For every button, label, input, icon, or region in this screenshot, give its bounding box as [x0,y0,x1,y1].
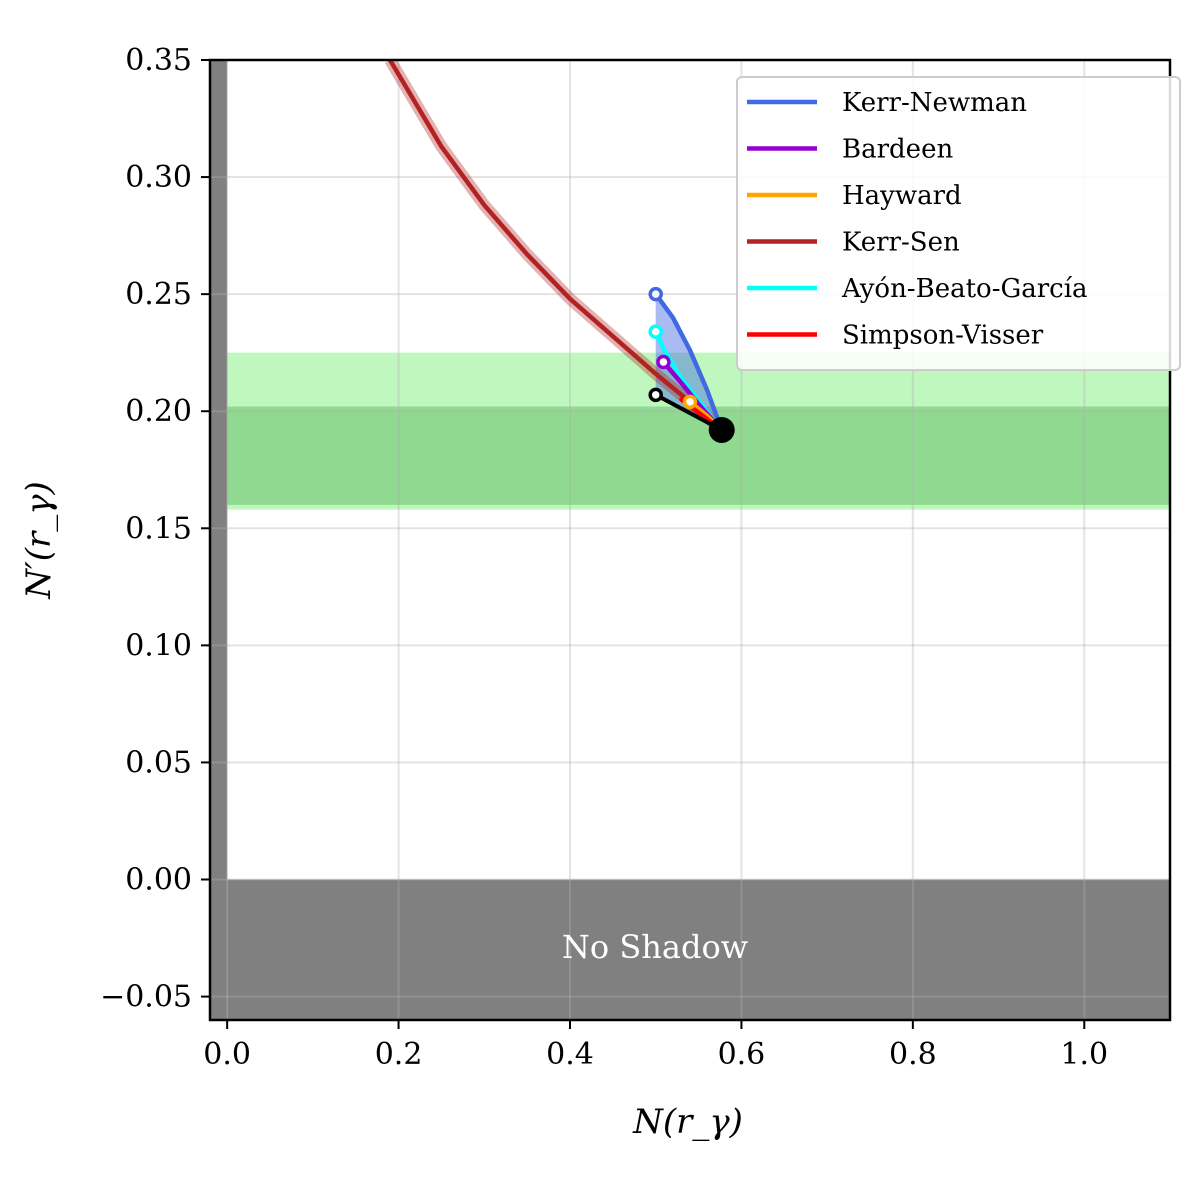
y-tick-label: 0.05 [125,745,192,780]
kerr-newman-region [655,294,722,430]
y-tick-label: 0.35 [125,43,192,78]
y-tick-label: −0.05 [100,980,192,1015]
legend-label: Bardeen [842,135,953,165]
legend-label: Ayón-Beato-García [841,274,1088,304]
band-inner [227,406,1171,505]
x-axis-label: N(r_γ) [632,1102,743,1142]
no-shadow-region [227,879,1171,1020]
legend-label: Hayward [842,181,962,211]
y-tick-label: 0.15 [125,511,192,546]
x-tick-label: 0.8 [889,1037,937,1072]
y-axis-label: N′(r_γ) [19,481,59,600]
legend-label: Simpson-Visser [842,321,1044,351]
x-tick-label: 0.6 [718,1037,766,1072]
no-shadow-label: No Shadow [562,928,748,966]
kerr-sen-line [387,60,724,433]
y-tick-label: 0.30 [125,160,192,195]
endpoint-marker [708,416,735,443]
y-tick-label: 0.00 [125,863,192,898]
plot-frame [208,58,1172,1022]
y-tick-label: 0.20 [125,394,192,429]
series-group [384,60,735,443]
open-marker [648,324,663,339]
x-tick-label: 0.2 [375,1037,423,1072]
x-tick-label: 0.4 [546,1037,594,1072]
open-marker [682,394,698,410]
legend-label: Kerr-Sen [842,228,960,258]
x-tick-label: 1.0 [1060,1037,1108,1072]
legend-box [736,76,1181,371]
kerr-newman-line [653,291,724,433]
y-tick-label: 0.10 [125,628,192,663]
y-tick-label: 0.25 [125,277,192,312]
left-forbidden-band [210,60,228,1020]
open-marker [648,387,663,403]
open-marker [656,354,671,370]
x-tick-label: 0.0 [203,1037,251,1072]
open-marker [648,286,663,302]
legend-label: Kerr-Newman [842,88,1027,118]
